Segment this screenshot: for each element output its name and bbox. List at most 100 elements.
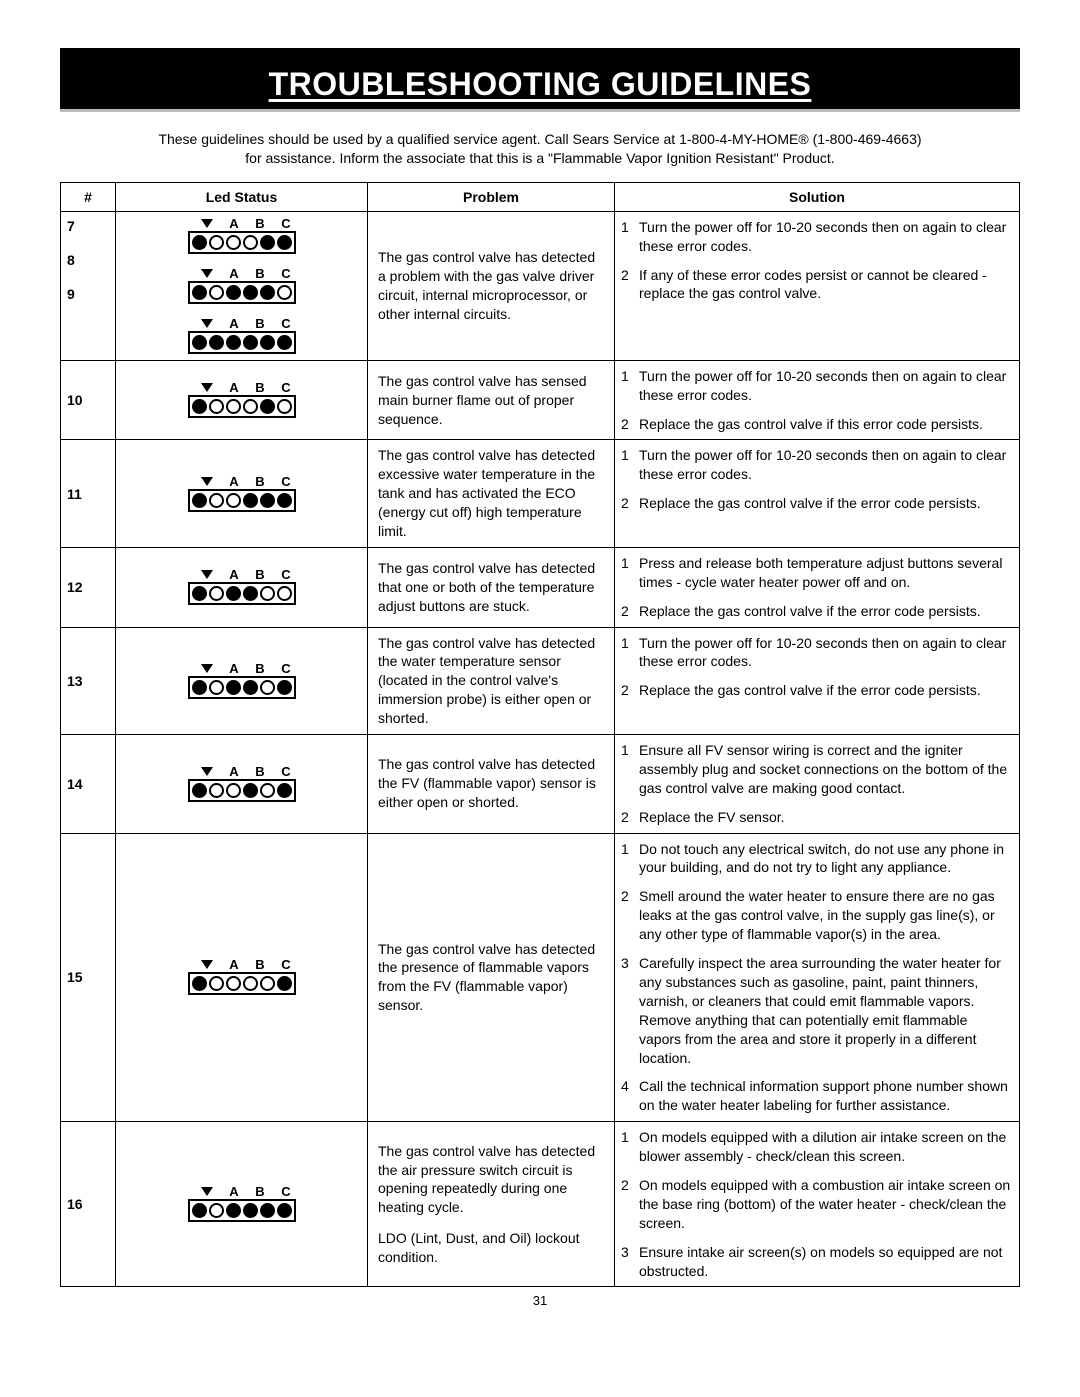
- solution-text: Replace the gas control valve if the err…: [639, 681, 981, 700]
- led-col-label: C: [278, 316, 295, 331]
- table-row: 12ABCThe gas control valve has detected …: [61, 547, 1020, 627]
- led-col-label: B: [252, 266, 269, 281]
- solution-number: 1: [621, 218, 633, 256]
- led-on-icon: [192, 976, 207, 991]
- problem-cell: The gas control valve has detected that …: [368, 547, 615, 627]
- led-on-icon: [226, 1203, 241, 1218]
- solution-list: 1Turn the power off for 10-20 seconds th…: [621, 634, 1013, 701]
- col-header-solution: Solution: [615, 182, 1020, 211]
- problem-text: The gas control valve has sensed main bu…: [378, 372, 604, 429]
- led-row: [188, 676, 296, 699]
- row-number: 11: [67, 486, 109, 502]
- led-status-cell: ABC: [116, 627, 368, 734]
- led-on-icon: [226, 285, 241, 300]
- led-off-icon: [226, 783, 241, 798]
- row-number: 13: [67, 673, 109, 689]
- led-on-icon: [192, 783, 207, 798]
- led-off-icon: [243, 976, 258, 991]
- led-labels: ABC: [188, 474, 296, 489]
- led-on-icon: [243, 285, 258, 300]
- led-off-icon: [260, 680, 275, 695]
- solution-list: 1Turn the power off for 10-20 seconds th…: [621, 367, 1013, 434]
- led-off-icon: [243, 399, 258, 414]
- page-title: TROUBLESHOOTING GUIDELINES: [60, 66, 1020, 103]
- led-off-icon: [209, 976, 224, 991]
- solution-text: Press and release both temperature adjus…: [639, 554, 1013, 592]
- table-row: 11ABCThe gas control valve has detected …: [61, 440, 1020, 547]
- led-off-icon: [209, 235, 224, 250]
- solution-number: 2: [621, 494, 633, 513]
- led-off-icon: [209, 1203, 224, 1218]
- led-col-label: C: [278, 661, 295, 676]
- triangle-down-icon: [201, 1187, 213, 1196]
- row-number: 10: [67, 392, 109, 408]
- led-off-icon: [260, 586, 275, 601]
- led-on-icon: [243, 335, 258, 350]
- solution-item: 1Turn the power off for 10-20 seconds th…: [621, 218, 1013, 256]
- led-on-icon: [260, 399, 275, 414]
- solution-cell: 1On models equipped with a dilution air …: [615, 1122, 1020, 1287]
- led-off-icon: [226, 399, 241, 414]
- triangle-down-icon: [201, 477, 213, 486]
- led-col-label: C: [278, 764, 295, 779]
- led-col-label: C: [278, 216, 295, 231]
- solution-item: 1Ensure all FV sensor wiring is correct …: [621, 741, 1013, 798]
- led-off-icon: [209, 493, 224, 508]
- problem-text: The gas control valve has detected the p…: [378, 940, 604, 1016]
- problem-text: The gas control valve has detected the F…: [378, 755, 604, 812]
- led-row: [188, 231, 296, 254]
- table-row: 13ABCThe gas control valve has detected …: [61, 627, 1020, 734]
- row-number-cell: 11: [61, 440, 116, 547]
- solution-cell: 1Turn the power off for 10-20 seconds th…: [615, 211, 1020, 360]
- led-col-label: B: [252, 567, 269, 582]
- solution-item: 2On models equipped with a combustion ai…: [621, 1176, 1013, 1233]
- led-col-label: A: [226, 567, 243, 582]
- table-row: 789ABCABCABCThe gas control valve has de…: [61, 211, 1020, 360]
- triangle-down-icon: [201, 219, 213, 228]
- solution-number: 2: [621, 681, 633, 700]
- led-indicator: ABC: [188, 957, 296, 995]
- led-on-icon: [192, 285, 207, 300]
- solution-item: 1Turn the power off for 10-20 seconds th…: [621, 446, 1013, 484]
- solution-item: 3Carefully inspect the area surrounding …: [621, 954, 1013, 1067]
- led-on-icon: [277, 783, 292, 798]
- row-number: 15: [67, 969, 109, 985]
- solution-text: Do not touch any electrical switch, do n…: [639, 840, 1013, 878]
- led-col-label: A: [226, 216, 243, 231]
- solution-text: Replace the gas control valve if the err…: [639, 494, 981, 513]
- solution-number: 2: [621, 808, 633, 827]
- led-row: [188, 489, 296, 512]
- intro-line2: for assistance. Inform the associate tha…: [245, 150, 834, 166]
- problem-text: The gas control valve has detected the a…: [378, 1142, 604, 1218]
- led-status-cell: ABC: [116, 547, 368, 627]
- led-off-icon: [209, 783, 224, 798]
- row-number-cell: 13: [61, 627, 116, 734]
- led-indicator: ABC: [188, 764, 296, 802]
- led-indicator: ABC: [188, 661, 296, 699]
- led-indicator: ABC: [188, 1184, 296, 1222]
- solution-number: 4: [621, 1077, 633, 1115]
- solution-item: 1Turn the power off for 10-20 seconds th…: [621, 634, 1013, 672]
- solution-item: 1Do not touch any electrical switch, do …: [621, 840, 1013, 878]
- led-col-label: B: [252, 380, 269, 395]
- table-row: 10ABCThe gas control valve has sensed ma…: [61, 360, 1020, 440]
- table-row: 16 ABC The gas control valve has detected …: [61, 1122, 1020, 1287]
- led-off-icon: [209, 399, 224, 414]
- troubleshooting-table: # Led Status Problem Solution 789ABCABCA…: [60, 182, 1020, 1288]
- led-on-icon: [260, 1203, 275, 1218]
- solution-list: 1Turn the power off for 10-20 seconds th…: [621, 218, 1013, 304]
- led-on-icon: [209, 335, 224, 350]
- triangle-down-icon: [201, 960, 213, 969]
- solution-list: 1On models equipped with a dilution air …: [621, 1128, 1013, 1280]
- solution-list: 1Turn the power off for 10-20 seconds th…: [621, 446, 1013, 513]
- led-off-icon: [277, 399, 292, 414]
- solution-number: 1: [621, 634, 633, 672]
- table-row: 14ABCThe gas control valve has detected …: [61, 735, 1020, 834]
- solution-number: 2: [621, 887, 633, 944]
- led-col-label: C: [278, 474, 295, 489]
- led-off-icon: [260, 783, 275, 798]
- led-col-label: C: [278, 266, 295, 281]
- row-number: 16: [67, 1196, 109, 1212]
- row-number-cell: 16: [61, 1122, 116, 1287]
- problem-text: The gas control valve has detected that …: [378, 559, 604, 616]
